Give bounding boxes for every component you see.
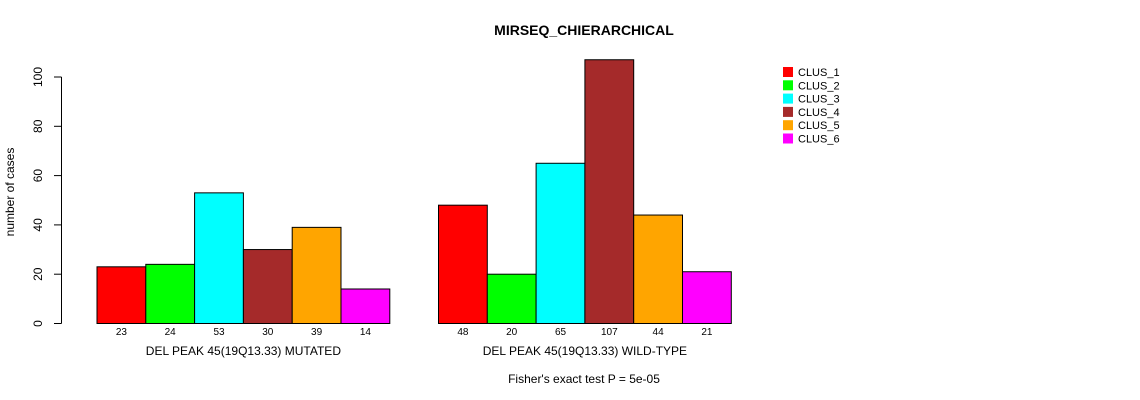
count-label-clus-5-group-2: 44 [653, 327, 665, 338]
count-label-clus-1-group-2: 48 [457, 327, 469, 338]
bar-clus-3-group-1 [194, 192, 244, 324]
legend-label-clus-4: CLUS_4 [798, 107, 840, 119]
group-label-2: DEL PEAK 45(19Q13.33) WILD-TYPE [483, 344, 687, 358]
legend-swatch-clus-1 [783, 67, 793, 77]
legend-label-clus-3: CLUS_3 [798, 94, 840, 106]
y-tick-label-40: 40 [31, 218, 45, 232]
legend-swatch-clus-3 [783, 93, 793, 104]
y-tick-label-20: 20 [31, 267, 45, 281]
count-label-clus-2-group-1: 24 [165, 327, 177, 338]
y-axis: 0 20 40 60 80 100 [31, 67, 62, 327]
count-label-clus-6-group-1: 14 [360, 327, 372, 338]
count-label-clus-2-group-2: 20 [506, 327, 518, 338]
bar-clus-1-group-2 [438, 204, 488, 324]
legend-swatch-clus-5 [783, 120, 793, 131]
count-label-clus-1-group-1: 23 [116, 327, 128, 338]
bar-clus-2-group-1 [145, 263, 196, 324]
bar-clus-1-group-1 [96, 266, 147, 324]
bar-clus-5-group-2 [633, 214, 684, 324]
bar-clus-6-group-2 [682, 271, 732, 324]
count-label-clus-4-group-1: 30 [262, 327, 274, 338]
legend-swatch-clus-6 [783, 133, 793, 144]
bar-clus-5-group-1 [291, 226, 342, 325]
bar-clus-3-group-2 [535, 162, 586, 324]
count-label-clus-3-group-1: 53 [213, 327, 225, 338]
y-tick-label-100: 100 [31, 67, 45, 87]
count-label-clus-5-group-1: 39 [311, 327, 323, 338]
bars [96, 59, 732, 325]
bar-clus-6-group-1 [340, 288, 391, 324]
count-label-clus-4-group-2: 107 [601, 327, 618, 338]
group-labels: DEL PEAK 45(19Q13.33) MUTATED DEL PEAK 45… [146, 344, 687, 358]
bar-clus-4-group-2 [584, 59, 635, 325]
y-tick-label-60: 60 [31, 169, 45, 183]
legend-label-clus-1: CLUS_1 [798, 67, 840, 79]
y-tick-label-0: 0 [31, 320, 45, 327]
count-label-clus-6-group-2: 21 [701, 327, 713, 338]
legend-swatch-clus-2 [783, 80, 793, 91]
fisher-test-footnote: Fisher's exact test P = 5e-05 [508, 372, 660, 386]
bar-clus-2-group-2 [486, 273, 537, 325]
count-label-clus-3-group-2: 65 [555, 327, 567, 338]
legend-swatch-clus-4 [783, 106, 793, 117]
chart-title: MIRSEQ_CHIERARCHICAL [494, 22, 674, 38]
bar-clus-4-group-1 [242, 249, 293, 324]
y-axis-label: number of cases [3, 148, 17, 237]
legend-label-clus-2: CLUS_2 [798, 80, 840, 92]
legend-label-clus-5: CLUS_5 [798, 120, 840, 132]
legend-label-clus-6: CLUS_6 [798, 134, 840, 146]
group-label-1: DEL PEAK 45(19Q13.33) MUTATED [146, 344, 342, 358]
y-tick-label-80: 80 [31, 119, 45, 133]
count-labels: 23 24 53 30 39 14 48 20 65 107 44 21 [116, 327, 713, 338]
